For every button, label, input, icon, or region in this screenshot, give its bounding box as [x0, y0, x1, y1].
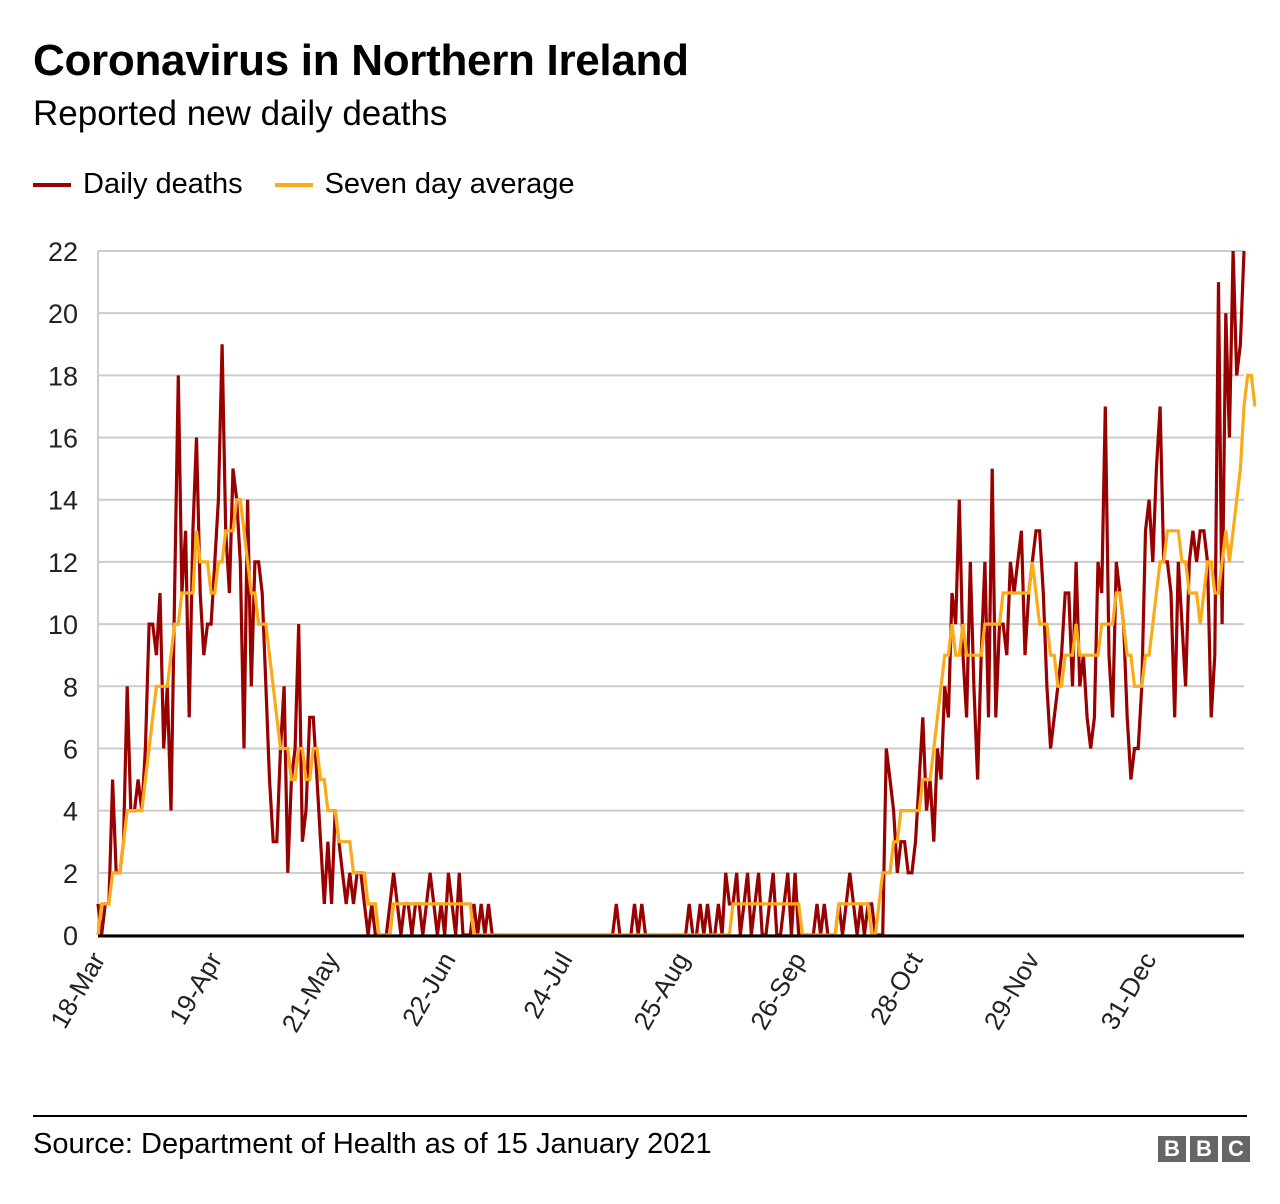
legend-swatch-seven-day-average: [274, 182, 313, 187]
legend-label-seven-day-average: Seven day average: [324, 168, 575, 200]
gridlines: [97, 250, 1244, 936]
bbc-logo: B B C: [1158, 1136, 1250, 1162]
y-tick-label: 8: [63, 672, 78, 702]
x-tick-label: 26-Sep: [744, 947, 812, 1035]
legend-label-daily-deaths: Daily deaths: [83, 168, 243, 200]
y-tick-label: 4: [63, 797, 78, 827]
y-tick-label: 6: [63, 734, 78, 764]
bbc-logo-letter: B: [1190, 1136, 1218, 1162]
bbc-logo-letter: B: [1158, 1136, 1186, 1162]
legend: Daily deaths Seven day average: [33, 168, 607, 201]
y-tick-label: 0: [63, 921, 78, 951]
chart-subtitle: Reported new daily deaths: [33, 94, 448, 133]
source-note: Source: Department of Health as of 15 Ja…: [33, 1128, 712, 1160]
x-tick-label: 29-Nov: [978, 947, 1046, 1035]
legend-item-seven-day-average: Seven day average: [274, 168, 575, 201]
legend-item-daily-deaths: Daily deaths: [33, 168, 243, 201]
x-tick-label: 24-Jul: [517, 947, 578, 1023]
y-tick-label: 12: [48, 548, 78, 578]
y-tick-label: 20: [48, 299, 78, 329]
y-tick-label: 22: [48, 237, 78, 267]
x-axis-ticks: 18-Mar 19-Apr 21-May 22-Jun 24-Jul 25-Aug 26-S…: [44, 946, 1162, 1037]
x-tick-label: 22-Jun: [396, 947, 462, 1031]
y-tick-label: 16: [48, 424, 78, 454]
y-tick-label: 14: [48, 486, 78, 516]
x-tick-label: 19-Apr: [163, 947, 228, 1030]
y-axis-ticks: 0 2 4 6 8 10 12 14 16 18 20 22: [48, 237, 78, 951]
x-tick-label: 28-Oct: [864, 946, 929, 1029]
footer-divider: [33, 1115, 1247, 1117]
line-chart: 0 2 4 6 8 10 12 14 16 18 20 22 18-Mar 19-Apr 21-May 22…: [44, 237, 1257, 1037]
legend-swatch-daily-deaths: [33, 182, 71, 187]
x-tick-label: 18-Mar: [44, 947, 111, 1034]
y-tick-label: 2: [63, 859, 78, 889]
series-line-seven-day-average: [96, 373, 1257, 937]
x-tick-label: 21-May: [275, 947, 344, 1037]
series-line-daily-deaths: [96, 250, 1246, 937]
y-tick-label: 18: [48, 361, 78, 391]
y-tick-label: 10: [48, 610, 78, 640]
chart-title: Coronavirus in Northern Ireland: [33, 36, 689, 85]
x-tick-label: 31-Dec: [1094, 947, 1162, 1035]
bbc-logo-letter: C: [1222, 1136, 1250, 1162]
x-tick-label: 25-Aug: [627, 947, 695, 1035]
